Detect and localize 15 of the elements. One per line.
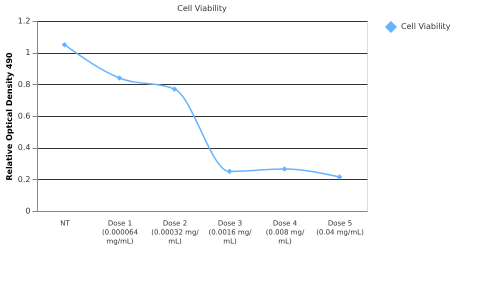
y-tick-label: 1 (25, 48, 30, 58)
point (226, 168, 232, 174)
y-tick-label: 0.2 (18, 174, 30, 184)
legend-label: Cell Viability (401, 22, 451, 31)
y-tick-label: 1.2 (18, 16, 30, 26)
y-tick-label: 0.4 (18, 143, 30, 152)
point (282, 166, 288, 172)
y-tick-label: 0.8 (18, 80, 30, 89)
y-tick-label: 0.6 (18, 112, 30, 120)
chart-title: Cell Viability (177, 4, 228, 13)
point (336, 174, 342, 180)
y-tick-label: 0 (25, 206, 30, 216)
y-axis-title: Relative Optical Density 490 (4, 52, 14, 181)
point (116, 75, 122, 81)
point (172, 86, 178, 92)
